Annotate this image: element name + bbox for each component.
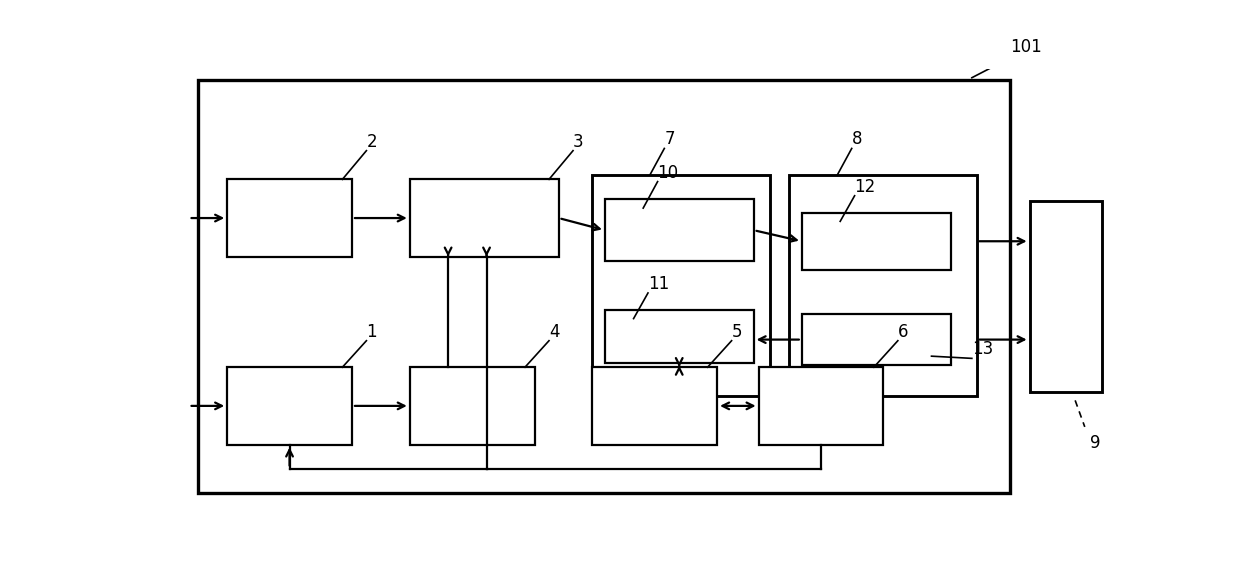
Bar <box>227 179 352 257</box>
Text: 7: 7 <box>665 130 675 149</box>
Text: 1: 1 <box>367 323 377 341</box>
Text: 6: 6 <box>898 323 909 341</box>
Bar <box>605 310 754 363</box>
Text: 3: 3 <box>573 133 584 150</box>
Bar <box>789 175 977 396</box>
Bar <box>605 199 754 261</box>
Bar <box>409 179 558 257</box>
Bar <box>227 367 352 444</box>
Bar <box>802 212 951 270</box>
Text: 8: 8 <box>852 130 862 149</box>
Bar <box>593 367 717 444</box>
Text: 10: 10 <box>657 164 678 181</box>
Text: 12: 12 <box>854 178 875 196</box>
Text: 11: 11 <box>649 275 670 293</box>
Bar <box>409 367 534 444</box>
Bar <box>593 175 770 396</box>
Bar <box>1029 201 1101 391</box>
Bar <box>759 367 883 444</box>
Text: 4: 4 <box>549 323 559 341</box>
Text: 101: 101 <box>1011 38 1042 56</box>
Text: 13: 13 <box>972 340 993 358</box>
Text: 9: 9 <box>1090 433 1100 452</box>
Bar <box>198 80 1011 493</box>
Text: 5: 5 <box>732 323 742 341</box>
Bar <box>802 314 951 365</box>
Text: 2: 2 <box>367 133 377 150</box>
